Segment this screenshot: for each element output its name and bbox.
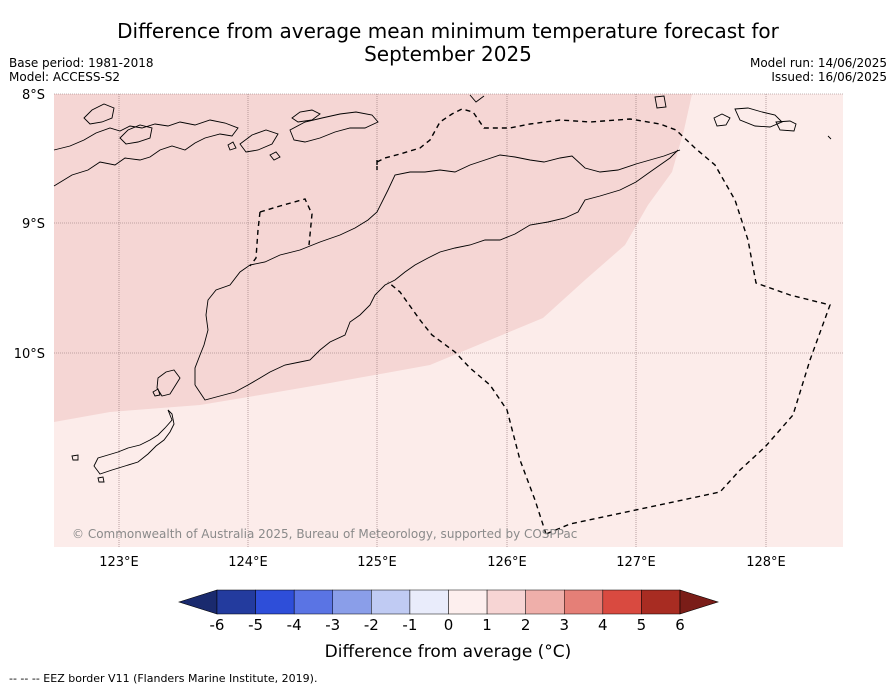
colorbar-tick-label: 5: [637, 616, 647, 634]
colorbar-cell: [564, 589, 604, 615]
coast-timor-north: [194, 149, 681, 385]
lat-label-10s: 10°S: [14, 347, 45, 362]
coast-island-e: [775, 120, 797, 132]
coast-island-d: [713, 113, 731, 127]
title-line-1: Difference from average mean minimum tem…: [117, 19, 779, 43]
colorbar-cell: [293, 589, 333, 615]
colorbar-tick-label: 1: [482, 616, 492, 634]
grid-lines: [54, 93, 843, 547]
meta-left: Base period: 1981-2018 Model: ACCESS-S2: [9, 56, 154, 84]
coast-island-a: [83, 103, 115, 125]
lon-label-124e: 124°E: [228, 555, 268, 570]
eez-south-segment: [387, 281, 547, 535]
colorbar-tick-label: -4: [287, 616, 302, 634]
colorbar-cell: [641, 589, 681, 615]
coast-small-4: [654, 95, 667, 109]
coast-island-c: [239, 129, 279, 153]
coastlines: [53, 94, 832, 483]
colorbar-tick-label: -2: [364, 616, 379, 634]
model-name: Model: ACCESS-S2: [9, 70, 121, 84]
coast-rote-tip: [97, 476, 105, 483]
coast-timor-south: [194, 149, 679, 401]
colorbar-cell: [255, 589, 295, 615]
colorbar-over-arrow: [679, 589, 719, 615]
lon-label-127e: 127°E: [616, 555, 656, 570]
colorbar-label: Difference from average (°C): [324, 642, 572, 662]
lat-label-9s: 9°S: [22, 217, 45, 232]
coast-flores-east: [53, 119, 239, 187]
lon-label-128e: 128°E: [746, 555, 786, 570]
colorbar-tick-label: -1: [402, 616, 417, 634]
footer-note: -- -- -- EEZ border V11 (Flanders Marine…: [9, 672, 318, 685]
coast-rote: [93, 409, 175, 475]
colorbar-cell: [409, 589, 449, 615]
colorbar-tick-label: -3: [325, 616, 340, 634]
coast-small-1: [269, 151, 281, 161]
colorbar-cell: [525, 589, 565, 615]
coast-wetar: [291, 109, 321, 123]
colorbar-tick-label: 0: [444, 616, 454, 634]
meta-right: Model run: 14/06/2025 Issued: 16/06/2025: [750, 56, 887, 84]
colorbar-tick-label: -5: [248, 616, 263, 634]
map-title: Difference from average mean minimum tem…: [0, 20, 896, 66]
coast-ndao: [71, 454, 79, 461]
colorbar-tick-label: -6: [210, 616, 225, 634]
model-run: Model run: 14/06/2025: [749, 56, 887, 70]
lat-label-8s: 8°S: [22, 88, 45, 103]
colorbar-tick-label: 4: [598, 616, 608, 634]
colorbar-cell: [602, 589, 642, 615]
colorbar-cell: [216, 589, 256, 615]
colorbar: -6 -5 -4 -3 -2 -1 0 1 2 3 4 5 6: [178, 589, 719, 634]
colorbar-tick-label: 3: [559, 616, 569, 634]
colorbar-cell: [371, 589, 411, 615]
colorbar-tick-label: 2: [521, 616, 531, 634]
coast-small-3: [469, 94, 485, 103]
issued-date: Issued: 16/06/2025: [771, 70, 887, 84]
lon-label-125e: 125°E: [357, 555, 397, 570]
copyright-notice: © Commonwealth of Australia 2025, Bureau…: [72, 527, 578, 541]
coast-rote-small: [152, 388, 161, 397]
colorbar-cell: [448, 589, 488, 615]
colorbar-cell: [486, 589, 526, 615]
coast-island-b: [119, 124, 153, 145]
eez-oecusse: [249, 198, 313, 267]
eez-borders: [249, 108, 831, 535]
colorbar-tick-label: 6: [675, 616, 685, 634]
colorbar-under-arrow: [178, 589, 218, 615]
coast-small-5: [827, 135, 832, 140]
coast-small-2: [227, 141, 237, 151]
lon-label-126e: 126°E: [487, 555, 527, 570]
coast-alor: [289, 111, 379, 143]
zone-1-2-region: [54, 94, 692, 422]
eez-timor-leste-north: [376, 108, 831, 535]
title-line-2: September 2025: [364, 42, 532, 66]
colorbar-cell: [332, 589, 372, 615]
lon-label-123e: 123°E: [99, 555, 139, 570]
base-period: Base period: 1981-2018: [9, 56, 154, 70]
